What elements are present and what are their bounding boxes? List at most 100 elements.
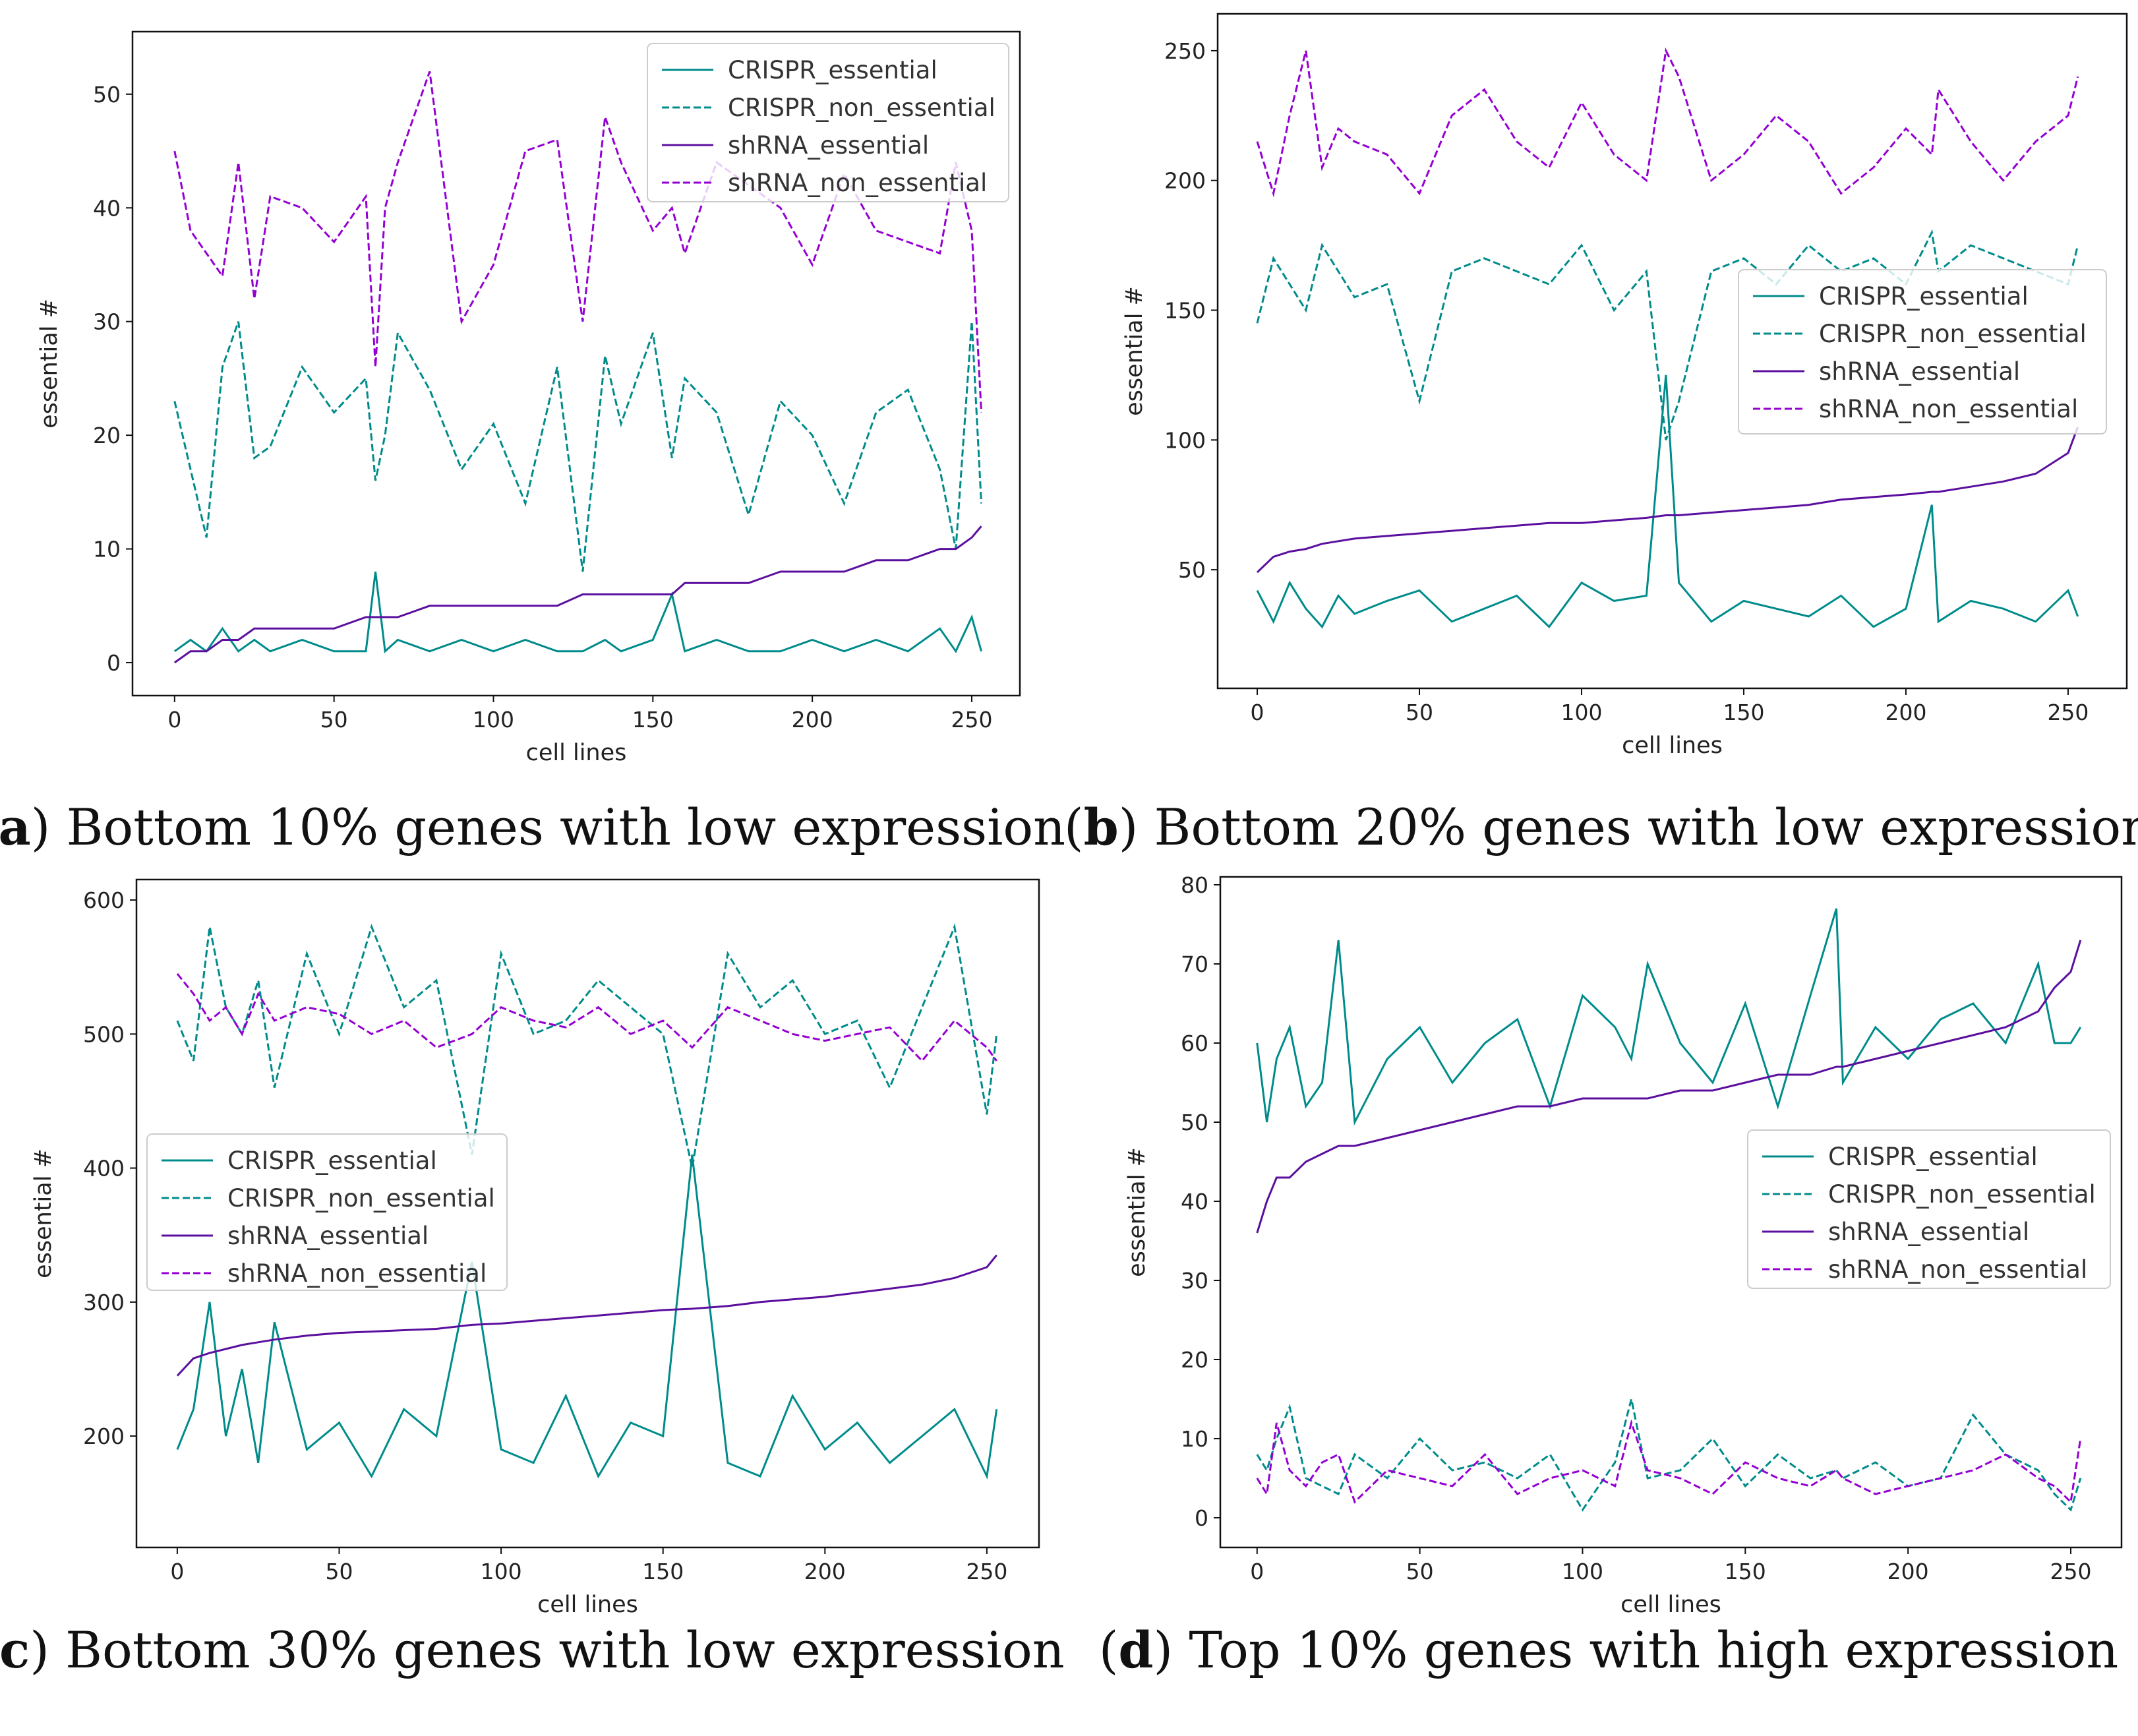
y-tick-label: 70 bbox=[1181, 951, 1208, 977]
legend-label: shRNA_non_essential bbox=[227, 1259, 487, 1288]
x-tick-label: 150 bbox=[642, 1559, 684, 1584]
caption-tag: a bbox=[0, 798, 31, 856]
y-tick-label: 400 bbox=[83, 1156, 125, 1182]
subplot-d: 0 50 100 150 200 250 0 10 20 30 40 50 60 70 80 cell lin… bbox=[1124, 872, 2123, 1618]
series-line-shrna-essential bbox=[176, 1254, 997, 1377]
y-tick-label: 200 bbox=[83, 1423, 125, 1449]
axes-frame bbox=[1219, 876, 2123, 1549]
caption-text: Bottom 30% genes with low expression bbox=[65, 1621, 1065, 1679]
legend-label: CRISPR_non_essential bbox=[728, 94, 995, 122]
subplot-c: 0 50 100 150 200 250 200 300 400 500 600 cell lines… bbox=[30, 878, 1040, 1618]
series-line-crispr-non-essential bbox=[1256, 1398, 2082, 1512]
caption-text: Bottom 10% genes with low expression bbox=[66, 798, 1066, 856]
y-tick-label: 150 bbox=[1164, 298, 1206, 324]
legend: CRISPR_essential CRISPR_non_essential shRN… bbox=[647, 43, 1009, 202]
caption-tag: c bbox=[0, 1621, 30, 1679]
x-tick-label: 100 bbox=[481, 1559, 522, 1584]
x-axis-label: cell lines bbox=[1620, 1592, 1721, 1618]
x-tick-label: 100 bbox=[1560, 700, 1602, 725]
x-tick-label: 0 bbox=[1251, 700, 1264, 725]
x-tick-label: 100 bbox=[473, 707, 514, 733]
series-line-shrna-non-essential bbox=[173, 71, 982, 413]
legend-label: CRISPR_non_essential bbox=[1828, 1180, 2096, 1209]
subplot-b: 0 50 100 150 200 250 50 100 150 200 250 cell lines e… bbox=[1121, 13, 2128, 759]
x-tick-label: 150 bbox=[632, 707, 674, 733]
x-tick-label: 50 bbox=[325, 1559, 353, 1584]
axes-frame bbox=[1216, 13, 2128, 690]
series-line-shrna-non-essential bbox=[1256, 47, 2079, 198]
legend-label: CRISPR_essential bbox=[1828, 1143, 2038, 1171]
y-tick-label: 80 bbox=[1181, 872, 1208, 898]
y-tick-label: 20 bbox=[93, 423, 121, 448]
y-tick-label: 500 bbox=[83, 1021, 125, 1047]
series-line-crispr-essential bbox=[176, 1154, 998, 1480]
y-tick-label: 100 bbox=[1164, 427, 1206, 453]
subplot-a: 0 50 100 150 200 250 0 10 20 30 40 50 cell lines esse… bbox=[36, 30, 1021, 766]
x-tick-label: 250 bbox=[966, 1559, 1007, 1584]
y-tick-label: 200 bbox=[1164, 168, 1206, 194]
legend-label: shRNA_non_essential bbox=[1828, 1255, 2087, 1284]
legend-box bbox=[1747, 1129, 2111, 1289]
x-tick-label: 0 bbox=[170, 1559, 184, 1584]
legend-label: CRISPR_essential bbox=[1819, 282, 2029, 311]
caption-a: (a) Bottom 10% genes with low expression bbox=[0, 798, 1065, 856]
legend: CRISPR_essential CRISPR_non_essential shRN… bbox=[1738, 269, 2107, 434]
y-axis-label: essential # bbox=[1121, 286, 1148, 416]
axes-frame bbox=[131, 30, 1021, 697]
y-axis-label: essential # bbox=[36, 299, 63, 429]
y-tick-label: 20 bbox=[1181, 1347, 1208, 1373]
legend-label: CRISPR_non_essential bbox=[227, 1184, 495, 1212]
legend-label: shRNA_essential bbox=[1819, 357, 2020, 386]
series-line-crispr-essential bbox=[173, 571, 982, 653]
x-tick-label: 150 bbox=[1723, 700, 1764, 725]
y-tick-label: 60 bbox=[1181, 1031, 1208, 1056]
y-tick-label: 30 bbox=[1181, 1268, 1208, 1294]
x-tick-label: 200 bbox=[792, 707, 833, 733]
y-tick-label: 300 bbox=[83, 1290, 125, 1315]
legend-box bbox=[647, 43, 1009, 202]
series-line-shrna-non-essential bbox=[176, 973, 997, 1063]
y-tick-label: 50 bbox=[93, 82, 121, 107]
x-tick-label: 200 bbox=[1887, 1559, 1929, 1584]
x-tick-label: 0 bbox=[167, 707, 181, 733]
y-tick-label: 0 bbox=[107, 650, 121, 676]
legend-label: CRISPR_essential bbox=[227, 1147, 437, 1175]
series-line-crispr-essential bbox=[1256, 374, 2079, 629]
x-tick-label: 250 bbox=[2050, 1559, 2091, 1584]
caption-tag: b bbox=[1083, 798, 1119, 856]
legend-box bbox=[1738, 269, 2107, 434]
x-tick-label: 150 bbox=[1725, 1559, 1766, 1584]
y-tick-label: 30 bbox=[93, 309, 121, 335]
legend-label: shRNA_essential bbox=[728, 131, 929, 160]
legend-label: shRNA_essential bbox=[1828, 1218, 2029, 1246]
caption-d: (d) Top 10% genes with high expression bbox=[1098, 1621, 2119, 1679]
legend: CRISPR_essential CRISPR_non_essential shRN… bbox=[1747, 1129, 2111, 1289]
y-tick-label: 10 bbox=[1181, 1426, 1208, 1452]
series-line-shrna-non-essential bbox=[1256, 1419, 2082, 1505]
series-line-shrna-essential bbox=[1256, 940, 2082, 1234]
caption-b: (b) Bottom 20% genes with low expression bbox=[1064, 798, 2138, 856]
x-axis-label: cell lines bbox=[1622, 733, 1723, 759]
legend: CRISPR_essential CRISPR_non_essential shRN… bbox=[146, 1133, 508, 1291]
series-line-shrna-essential bbox=[173, 525, 982, 664]
x-tick-label: 50 bbox=[320, 707, 348, 733]
y-tick-label: 50 bbox=[1178, 557, 1206, 583]
y-axis-label: essential # bbox=[1124, 1147, 1150, 1277]
y-tick-label: 10 bbox=[93, 537, 121, 562]
series-line-crispr-non-essential bbox=[1256, 229, 2079, 440]
y-tick-label: 50 bbox=[1181, 1110, 1208, 1135]
legend-label: CRISPR_essential bbox=[728, 56, 937, 84]
y-tick-label: 40 bbox=[1181, 1189, 1208, 1214]
legend-label: shRNA_non_essential bbox=[1819, 395, 2078, 423]
caption-tag: d bbox=[1118, 1621, 1154, 1679]
series-line-crispr-essential bbox=[1256, 908, 2082, 1126]
y-tick-label: 250 bbox=[1164, 38, 1206, 64]
series-line-crispr-non-essential bbox=[176, 923, 998, 1168]
x-tick-label: 200 bbox=[1885, 700, 1926, 725]
caption-c: (c) Bottom 30% genes with low expression bbox=[0, 1621, 1065, 1679]
x-tick-label: 250 bbox=[951, 707, 992, 733]
x-tick-label: 200 bbox=[804, 1559, 846, 1584]
series-line-crispr-non-essential bbox=[173, 321, 982, 572]
caption-text: Top 10% genes with high expression bbox=[1189, 1621, 2119, 1679]
